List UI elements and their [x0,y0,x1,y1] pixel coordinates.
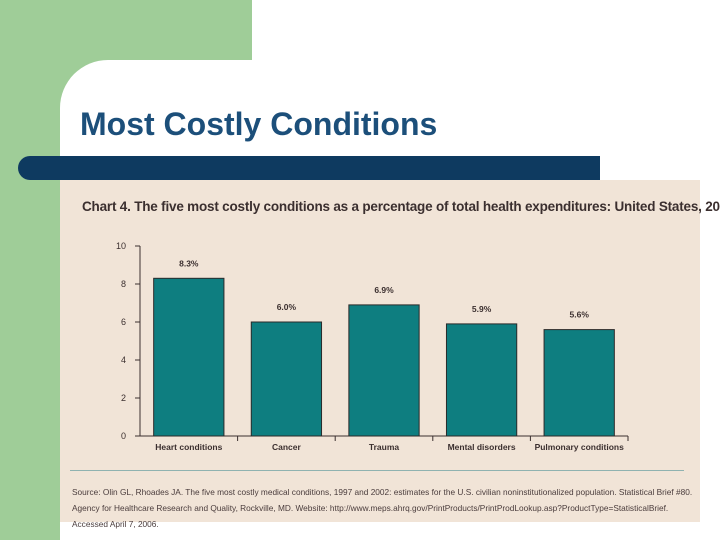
bar [153,277,225,437]
chart-title: Chart 4. The five most costly conditions… [82,199,720,214]
bar [348,304,420,437]
x-tick-label: Trauma [369,442,400,452]
bar [543,329,615,437]
bar [445,323,518,437]
x-tick-label: Cancer [272,442,302,452]
source-divider [70,470,684,471]
bar-chart: 0 2 4 6 8 10 8.3% 6.0% 6.9% 5.9% 5.6% Heart condi… [116,241,629,452]
y-tick-label: 8 [121,279,126,289]
y-tick-label: 0 [121,431,126,441]
data-label: 5.6% [570,310,590,320]
x-tick-label: Heart conditions [155,442,222,452]
y-tick-label: 10 [116,241,126,251]
y-tick-label: 4 [121,355,126,365]
x-tick-label: Pulmonary conditions [535,442,625,452]
data-label: 5.9% [472,304,492,314]
title-underline-bar [18,156,600,180]
x-tick-label: Mental disorders [448,442,516,452]
y-tick-label: 2 [121,393,126,403]
slide-title: Most Costly Conditions [80,106,438,142]
data-label: 6.9% [374,285,394,295]
bar [250,321,323,437]
source-note: Source: Olin GL, Rhoades JA. The five mo… [72,487,693,529]
data-label: 8.3% [179,258,199,268]
data-label: 6.0% [277,302,297,312]
y-tick-label: 6 [121,317,126,327]
